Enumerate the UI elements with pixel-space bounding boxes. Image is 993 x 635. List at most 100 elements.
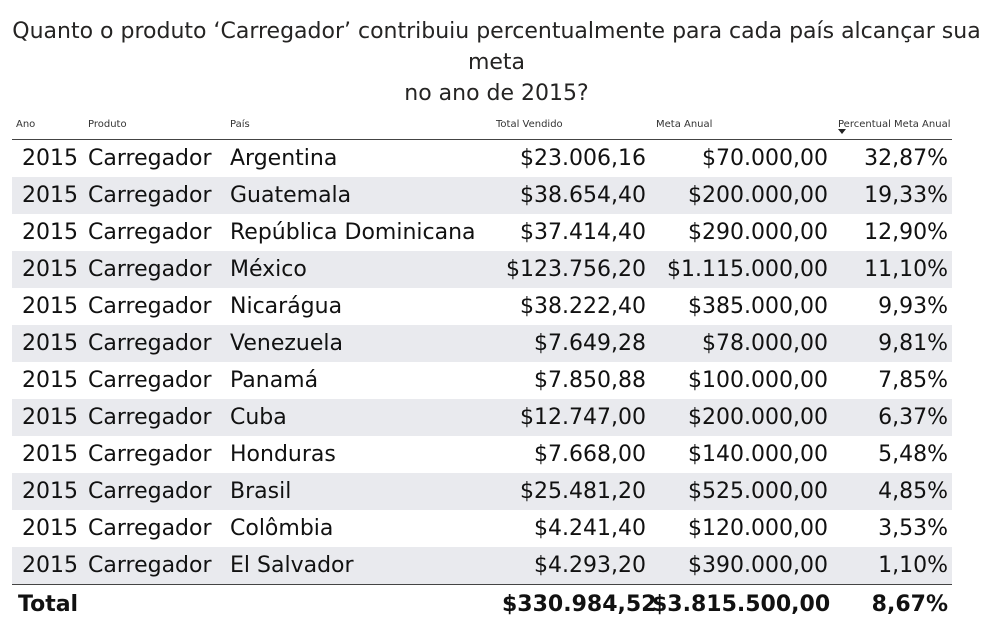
cell-produto: Carregador (88, 405, 212, 430)
total-meta-anual-value: $3.815.500,00 (652, 592, 831, 617)
cell-meta-anual: $290.000,00 (688, 220, 828, 245)
cell-ano: 2015 (22, 553, 78, 578)
cell-percentual: 1,10% (878, 553, 948, 578)
table-row[interactable]: 2015 Carregador Colômbia $4.241,40 $120.000,… (12, 510, 952, 547)
cell-meta-anual: $120.000,00 (688, 516, 828, 541)
cell-total-vendido: $123.756,20 (506, 257, 646, 282)
total-label: Total (18, 592, 79, 617)
cell-meta-anual: $200.000,00 (688, 183, 828, 208)
total-row: Total $330.984,52 $3.815.500,00 8,67% (12, 584, 952, 625)
cell-produto: Carregador (88, 516, 212, 541)
title-line-2: no ano de 2015? (404, 81, 589, 106)
table-row[interactable]: 2015 Carregador Honduras $7.668,00 $140.000,… (12, 436, 952, 473)
cell-produto: Carregador (88, 183, 212, 208)
cell-percentual: 19,33% (864, 183, 948, 208)
cell-produto: Carregador (88, 479, 212, 504)
cell-total-vendido: $12.747,00 (520, 405, 646, 430)
cell-percentual: 7,85% (878, 368, 948, 393)
cell-ano: 2015 (22, 294, 78, 319)
cell-percentual: 5,48% (878, 442, 948, 467)
table-row[interactable]: 2015 Carregador Venezuela $7.649,28 $78.000,… (12, 325, 952, 362)
cell-ano: 2015 (22, 257, 78, 282)
cell-pais: República Dominicana (230, 220, 476, 245)
cell-total-vendido: $23.006,16 (520, 146, 646, 171)
table-row[interactable]: 2015 Carregador El Salvador $4.293,20 $390.0… (12, 547, 952, 584)
cell-produto: Carregador (88, 331, 212, 356)
cell-total-vendido: $7.850,88 (534, 368, 646, 393)
cell-ano: 2015 (22, 368, 78, 393)
cell-meta-anual: $100.000,00 (688, 368, 828, 393)
table-body: 2015 Carregador Argentina $23.006,16 $70.000… (12, 140, 952, 584)
cell-pais: Venezuela (230, 331, 343, 356)
cell-produto: Carregador (88, 146, 212, 171)
column-header-meta-anual[interactable]: Meta Anual (656, 119, 713, 130)
title-line-1: Quanto o produto ‘Carregador’ contribuiu… (12, 19, 981, 75)
cell-meta-anual: $70.000,00 (702, 146, 828, 171)
cell-meta-anual: $390.000,00 (688, 553, 828, 578)
cell-meta-anual: $385.000,00 (688, 294, 828, 319)
data-table: Ano Produto País Total Vendido Meta Anua… (12, 114, 952, 625)
table-row[interactable]: 2015 Carregador México $123.756,20 $1.115.00… (12, 251, 952, 288)
cell-ano: 2015 (22, 405, 78, 430)
cell-meta-anual: $1.115.000,00 (667, 257, 828, 282)
cell-ano: 2015 (22, 331, 78, 356)
table-row[interactable]: 2015 Carregador Guatemala $38.654,40 $200.00… (12, 177, 952, 214)
cell-ano: 2015 (22, 220, 78, 245)
cell-produto: Carregador (88, 442, 212, 467)
cell-percentual: 9,93% (878, 294, 948, 319)
cell-total-vendido: $4.241,40 (534, 516, 646, 541)
total-vendido-value: $330.984,52 (502, 592, 657, 617)
cell-total-vendido: $7.668,00 (534, 442, 646, 467)
cell-percentual: 11,10% (864, 257, 948, 282)
cell-percentual: 3,53% (878, 516, 948, 541)
cell-pais: Nicarágua (230, 294, 343, 319)
cell-produto: Carregador (88, 257, 212, 282)
table-header: Ano Produto País Total Vendido Meta Anua… (12, 114, 952, 140)
cell-total-vendido: $37.414,40 (520, 220, 646, 245)
cell-ano: 2015 (22, 442, 78, 467)
column-header-total-vendido[interactable]: Total Vendido (496, 119, 563, 130)
cell-meta-anual: $78.000,00 (702, 331, 828, 356)
column-header-produto[interactable]: Produto (88, 119, 127, 130)
table-row[interactable]: 2015 Carregador Panamá $7.850,88 $100.000,00… (12, 362, 952, 399)
cell-pais: Panamá (230, 368, 319, 393)
total-percentual-value: 8,67% (871, 592, 948, 617)
cell-total-vendido: $38.222,40 (520, 294, 646, 319)
column-header-percentual-meta-anual[interactable]: Percentual Meta Anual (838, 119, 951, 130)
report-title: Quanto o produto ‘Carregador’ contribuiu… (0, 16, 993, 109)
cell-pais: Colômbia (230, 516, 334, 541)
cell-percentual: 9,81% (878, 331, 948, 356)
cell-total-vendido: $38.654,40 (520, 183, 646, 208)
cell-produto: Carregador (88, 220, 212, 245)
cell-meta-anual: $140.000,00 (688, 442, 828, 467)
cell-meta-anual: $525.000,00 (688, 479, 828, 504)
cell-ano: 2015 (22, 479, 78, 504)
cell-pais: Argentina (230, 146, 338, 171)
cell-total-vendido: $4.293,20 (534, 553, 646, 578)
cell-ano: 2015 (22, 516, 78, 541)
table-row[interactable]: 2015 Carregador Brasil $25.481,20 $525.000,0… (12, 473, 952, 510)
cell-percentual: 4,85% (878, 479, 948, 504)
cell-pais: Guatemala (230, 183, 352, 208)
cell-produto: Carregador (88, 553, 212, 578)
table-row[interactable]: 2015 Carregador Nicarágua $38.222,40 $385.00… (12, 288, 952, 325)
cell-pais: Honduras (230, 442, 336, 467)
cell-pais: México (230, 257, 307, 282)
cell-produto: Carregador (88, 368, 212, 393)
cell-produto: Carregador (88, 294, 212, 319)
cell-pais: Brasil (230, 479, 292, 504)
table-row[interactable]: 2015 Carregador República Dominicana $37.41… (12, 214, 952, 251)
cell-ano: 2015 (22, 183, 78, 208)
cell-percentual: 6,37% (878, 405, 948, 430)
table-row[interactable]: 2015 Carregador Argentina $23.006,16 $70.000… (12, 140, 952, 177)
sort-descending-icon (838, 129, 846, 134)
table-row[interactable]: 2015 Carregador Cuba $12.747,00 $200.000,00 6… (12, 399, 952, 436)
cell-ano: 2015 (22, 146, 78, 171)
cell-total-vendido: $25.481,20 (520, 479, 646, 504)
cell-total-vendido: $7.649,28 (534, 331, 646, 356)
cell-pais: El Salvador (230, 553, 354, 578)
column-header-pais[interactable]: País (230, 119, 250, 130)
cell-meta-anual: $200.000,00 (688, 405, 828, 430)
cell-percentual: 12,90% (864, 220, 948, 245)
column-header-ano[interactable]: Ano (16, 119, 36, 130)
